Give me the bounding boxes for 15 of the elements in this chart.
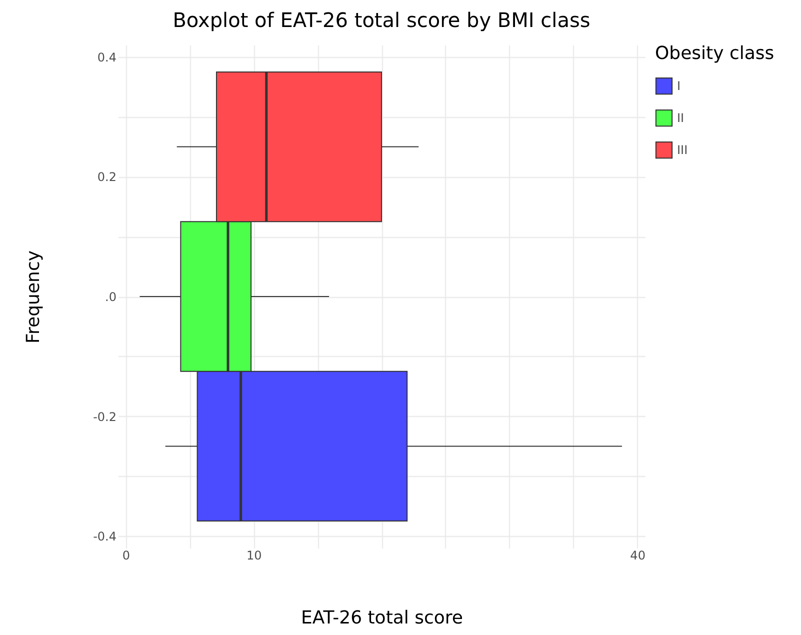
y-tick-label: 0.2 [97,170,116,184]
y-tick-label: 0.4 [97,50,116,64]
chart-title: Boxplot of EAT-26 total score by BMI class [172,8,590,32]
legend-title: Obesity class [655,43,774,64]
x-axis-title: EAT-26 total score [301,608,463,628]
y-tick-label: -0.2 [93,410,116,424]
y-tick-label: -0.4 [93,530,116,544]
x-tick-label: 10 [246,548,262,562]
legend-label: I [677,79,681,93]
legend-label: III [677,143,688,157]
y-tick-label: .0 [105,290,116,304]
x-tick-label: 40 [630,548,646,562]
x-tick-label: 0 [122,548,130,562]
legend-label: II [677,111,684,125]
y-axis-title: Frequency [23,250,44,344]
